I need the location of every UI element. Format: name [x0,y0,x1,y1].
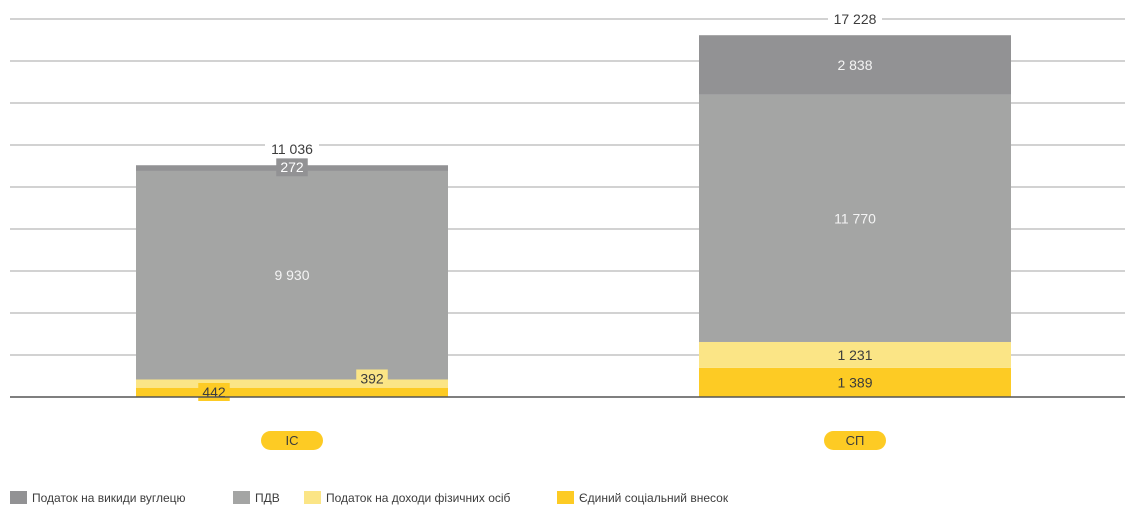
legend-label: Податок на викиди вуглецю [32,491,186,505]
data-label: 2 838 [837,57,872,73]
data-label-bg [276,158,308,177]
bar-segment [699,35,1011,95]
legend-swatch [10,491,27,504]
legend-label: ПДВ [255,491,280,505]
category-pill [261,431,323,450]
total-label-bg [828,11,882,29]
data-label: 392 [360,370,384,386]
legend-swatch [233,491,250,504]
category-label: СП [846,433,865,448]
bar-segment [136,387,448,397]
bar-segment [136,379,448,388]
total-label: 11 036 [271,141,313,157]
legend-label: Податок на доходи фізичних осіб [326,491,511,505]
total-label-bg [265,141,319,159]
legend-swatch [557,491,574,504]
bar-segment [136,170,448,380]
bar-segment [699,94,1011,342]
data-label: 272 [280,159,304,175]
data-label: 1 231 [837,347,872,363]
category-label: ІС [286,433,299,448]
data-label: 442 [202,384,226,400]
total-label: 17 228 [834,11,877,27]
legend-label: Єдиний соціальний внесок [579,491,729,505]
data-label: 9 930 [274,267,309,283]
legend-swatch [304,491,321,504]
data-label: 1 389 [837,374,872,390]
data-label-bg [356,369,388,388]
data-label: 11 770 [834,210,876,226]
category-pill [824,431,886,450]
bar-segment [699,367,1011,397]
bar-segment [699,341,1011,368]
